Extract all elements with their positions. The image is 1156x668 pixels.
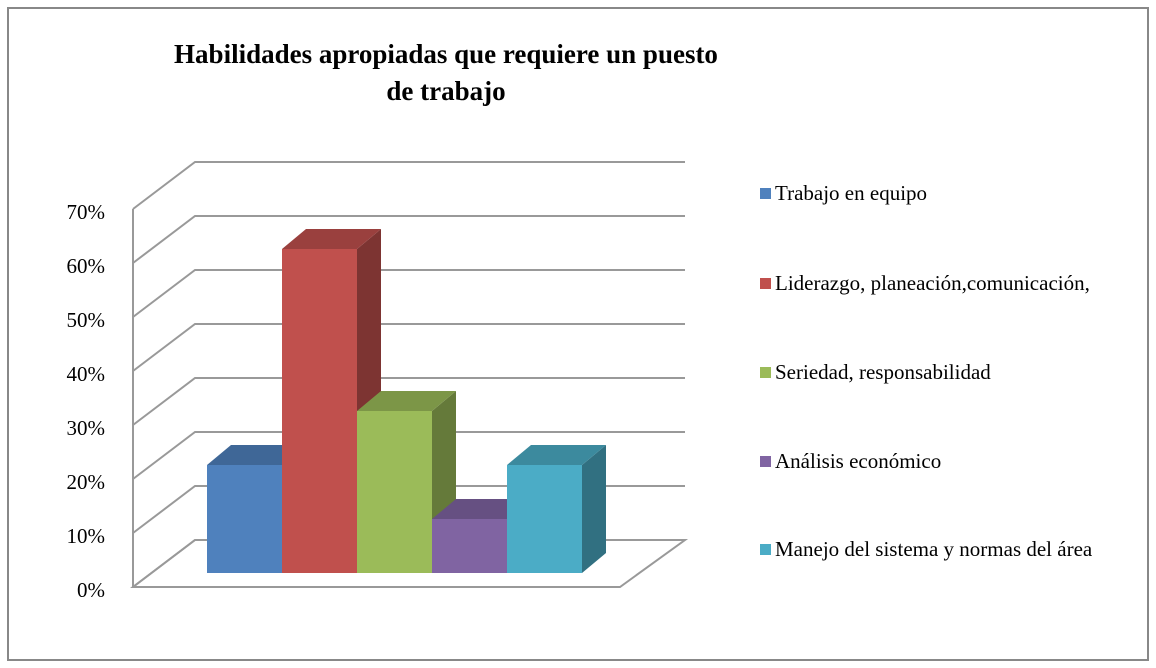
- legend-swatch: [760, 456, 771, 467]
- y-tick-label: 70%: [67, 200, 106, 224]
- bar-front: [357, 411, 432, 573]
- y-tick-label: 30%: [67, 416, 106, 440]
- frame-border: [7, 7, 1149, 661]
- legend-item: Seriedad, responsabilidad: [760, 357, 1135, 388]
- legend-label: Trabajo en equipo: [775, 181, 928, 205]
- grid-line: [132, 269, 685, 318]
- legend-label: Manejo del sistema y normas del área: [775, 537, 1093, 561]
- y-tick-label: 0%: [77, 578, 105, 602]
- bar-front: [432, 519, 507, 573]
- legend-swatch: [760, 544, 771, 555]
- legend-swatch: [760, 278, 771, 289]
- y-tick-label: 40%: [67, 362, 106, 386]
- bar-front: [207, 465, 282, 573]
- y-tick-label: 20%: [67, 470, 106, 494]
- bar-front: [282, 249, 357, 573]
- legend-item: Manejo del sistema y normas del área: [760, 534, 1135, 565]
- bar-top: [282, 229, 381, 249]
- legend-item: Análisis económico: [760, 446, 1135, 477]
- grid-line: [132, 323, 685, 372]
- grid-line: [132, 431, 685, 480]
- grid-line: [132, 377, 685, 426]
- legend-label: Análisis económico: [775, 449, 942, 473]
- grid-line: [132, 161, 685, 210]
- bar-side: [582, 445, 606, 573]
- legend-swatch: [760, 367, 771, 378]
- legend-item: Trabajo en equipo: [760, 178, 1135, 209]
- bar-top: [507, 445, 606, 465]
- y-tick-label: 50%: [67, 308, 106, 332]
- legend-item: Liderazgo, planeación,comunicación,: [760, 268, 1135, 299]
- bar: [507, 445, 606, 573]
- grid-line: [132, 215, 685, 264]
- y-tick-label: 10%: [67, 524, 106, 548]
- bar-top: [432, 499, 531, 519]
- legend-label: Liderazgo, planeación,comunicación,: [775, 271, 1090, 295]
- bar-top: [207, 445, 306, 465]
- bar-top: [357, 391, 456, 411]
- bar-front: [507, 465, 582, 573]
- chart-title: Habilidades apropiadas que requiere un p…: [174, 39, 718, 106]
- legend-swatch: [760, 188, 771, 199]
- legend-label: Seriedad, responsabilidad: [775, 360, 991, 384]
- y-tick-label: 60%: [67, 254, 106, 278]
